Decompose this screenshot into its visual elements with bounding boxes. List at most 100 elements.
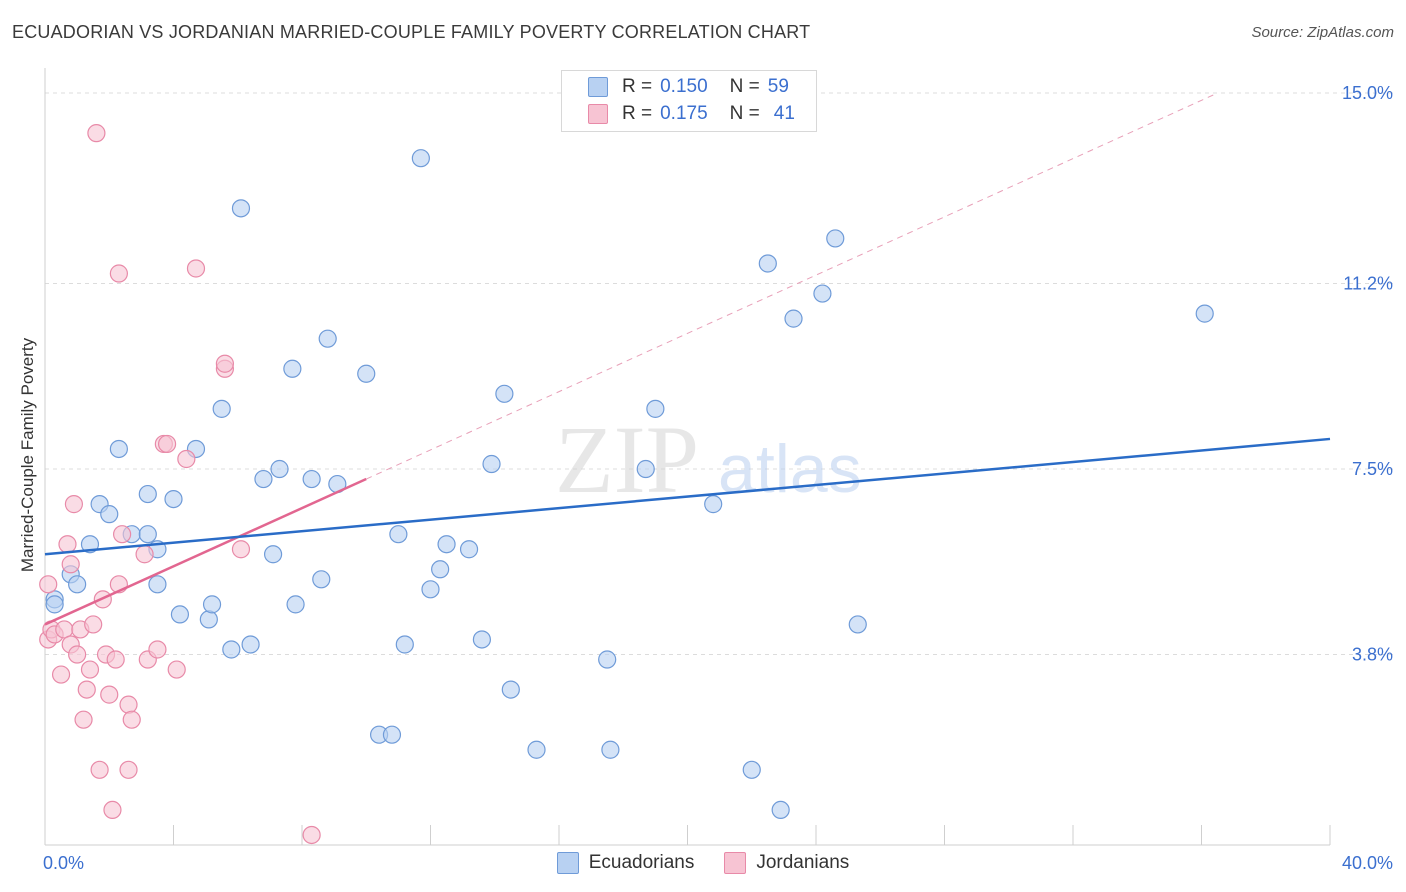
ecuadorian-point [283,359,302,378]
chart-title: ECUADORIAN VS JORDANIAN MARRIED-COUPLE F… [12,22,811,42]
jordanian-point [80,660,100,679]
ecuadorian-point [395,635,414,654]
watermark: ZIP atlas [555,406,862,513]
jordanian-point [135,545,154,564]
jordanian-point [87,124,106,143]
ecuadorian-point [100,505,119,524]
ecuadorian-point [411,149,430,168]
legend-n-value: 41 [773,103,795,124]
ecuadorian-point [758,254,777,273]
ecuadorian-point [598,650,617,669]
ecuadorian-point [312,570,331,589]
jordanian-point [55,620,74,639]
bottom-legend-swatch-ecuadorians [556,852,579,874]
bottom-legend: Ecuadorians Jordanians [0,852,1406,874]
axes [44,68,1331,846]
ecuadorian-point [784,309,803,328]
jordanian-point [84,615,103,634]
bottom-legend-ecuadorians[interactable]: Ecuadorians [556,852,695,874]
ecuadorian-point [302,469,321,489]
bottom-legend-label-jordanians: Jordanians [756,852,850,873]
jordanian-point [39,575,58,594]
source-label: Source: ZipAtlas.com [1251,24,1394,41]
ecuadorian-point [109,439,128,459]
bottom-legend-label-ecuadorians: Ecuadorians [588,852,695,873]
ecuadorian-point [68,575,87,594]
ecuadorian-point [286,595,305,614]
ecuadorian-point [389,525,408,544]
jordanian-point [74,710,93,729]
jordanian-point [68,645,87,664]
ecuadorian-point [231,199,251,218]
jordanian-point [90,760,109,779]
ecuadorian-point [357,364,376,383]
ecuadorian-point [704,495,723,514]
jordanian-trend-line [44,477,367,626]
y-tick-labels: 3.8% 7.5% 11.2% 15.0% [1342,83,1393,664]
ecuadorian-point [382,725,402,744]
ecuadorian-point [170,605,190,624]
ecuadorian-point [222,640,241,659]
legend-n-value: 59 [767,76,789,97]
ecuadorian-point [527,740,546,759]
series-ecuadorians [45,149,1214,820]
ecuadorian-point [742,760,761,779]
jordanian-point [215,354,234,373]
ecuadorian-point [459,540,479,559]
ecuadorian-point [212,399,231,418]
trend-lines [44,92,1331,626]
ecuadorian-trend-line [44,437,1331,556]
legend-r-label: R = [622,103,653,124]
grid-lines [45,92,1395,656]
ecuadorian-point [495,384,514,403]
jordanian-point [302,825,321,845]
legend-swatch-jordanians [588,104,608,124]
legend-n-label: N = [729,103,760,124]
ecuadorian-point [254,469,273,489]
jordanian-point [58,535,77,554]
legend-n-label: N = [729,76,760,97]
x-tick-label: 40.0% [1342,853,1393,873]
jordanian-point [61,555,80,574]
legend: R = 0.150 N = 59 R = 0.175 N = 41 [561,70,817,132]
ecuadorian-point [646,399,665,418]
ecuadorian-point [601,740,620,759]
ecuadorian-point [138,484,157,504]
ecuadorian-point [437,535,456,554]
jordanian-point [100,685,119,704]
ecuadorian-point [138,525,157,544]
ecuadorian-point [848,615,867,634]
ecuadorian-point [199,610,218,629]
jordanian-point [122,710,141,729]
legend-r-value: 0.150 [660,76,708,97]
jordanian-point [64,495,84,514]
ecuadorian-point [813,284,832,303]
legend-row-jordanians: R = 0.175 N = 41 [588,102,795,126]
ecuadorian-point [45,595,64,614]
jordanian-point [157,434,177,454]
ecuadorian-point [241,635,260,654]
ecuadorian-point [482,454,501,474]
legend-r-label: R = [622,76,653,97]
watermark-zip: ZIP [555,406,699,513]
x-tick-label: 0.0% [43,853,84,873]
series-jordanians [39,124,321,845]
x-tick-labels: 0.0% 40.0% [43,853,1393,873]
jordanian-point [51,665,71,684]
jordanian-point [112,525,132,544]
jordanian-point [106,650,125,669]
bottom-legend-swatch-jordanians [724,852,747,874]
ecuadorian-point [80,535,100,554]
ecuadorian-point [164,489,183,509]
bottom-legend-jordanians[interactable]: Jordanians [724,852,849,874]
ecuadorian-point [771,800,790,820]
legend-row-ecuadorians: R = 0.150 N = 59 [588,75,789,99]
y-tick-label: 7.5% [1352,459,1393,479]
ecuadorian-point [318,329,337,348]
jordanian-point [119,695,138,714]
ecuadorian-point [421,580,440,599]
jordanian-point [186,259,206,278]
ecuadorian-point [270,459,289,479]
jordanian-point [103,800,122,820]
